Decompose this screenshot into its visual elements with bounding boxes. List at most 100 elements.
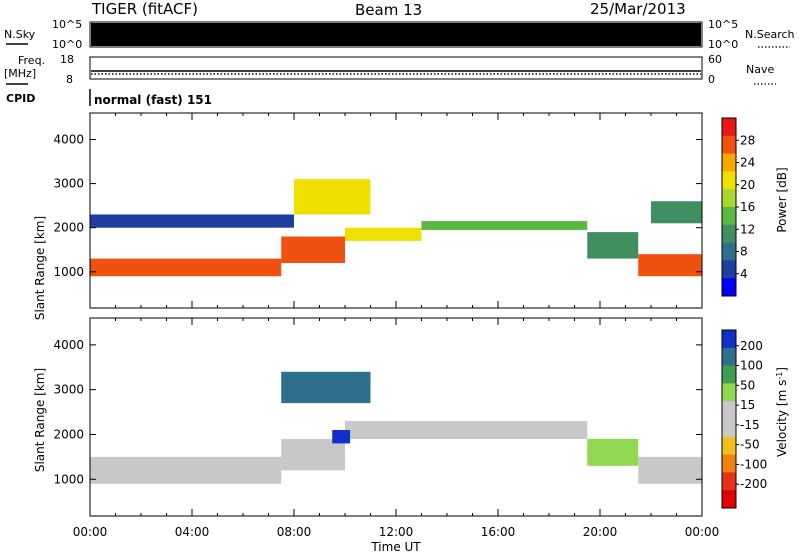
power-heatmap [90, 179, 702, 277]
nsky-panel-frame [89, 21, 703, 48]
velocity-colorbar-seg-3 [722, 383, 736, 402]
power-colorbar-seg-6 [722, 224, 736, 244]
nave-right-tick-bottom: 0 [708, 73, 715, 86]
velocity-colorbar-seg-9 [722, 490, 736, 509]
freq-label: Freq. [18, 54, 45, 67]
velocity-axes: 1000 2000 3000 4000 [53, 318, 703, 516]
freq-unit-label: [MHz] [4, 67, 36, 80]
nsky-data-band [91, 23, 701, 46]
cpid-value: normal (fast) 151 [94, 93, 212, 107]
power-band-1 [281, 236, 345, 263]
velocity-colorbar-tick-label-7: -200 [740, 477, 767, 491]
velocity-band-3 [332, 429, 351, 444]
velocity-ylabel: Slant Range [km] [33, 368, 47, 472]
nsky-left-tick-bottom: 10^0 [52, 38, 82, 51]
velocity-colorbar-tick-label-4: -15 [740, 418, 760, 432]
power-colorbar-seg-9 [722, 278, 736, 297]
velocity-colorbar-tick-label-5: -50 [740, 438, 760, 452]
velocity-colorbar-tick-label-2: 50 [740, 378, 755, 392]
power-colorbar-seg-0 [722, 118, 736, 137]
velocity-colorbar-label: Velocity [m s-1] [775, 367, 789, 457]
velocity-panel-frame [89, 317, 703, 517]
power-axes: 1000 2000 3000 4000 [53, 113, 703, 308]
power-colorbar-tick-label-0: 4 [740, 267, 748, 281]
velocity-colorbar-seg-7 [722, 454, 736, 473]
velocity-colorbar: 200 100 50 15 -15 -50 -100 -200 [721, 329, 767, 509]
power-colorbar: 4 8 12 16 20 24 28 [721, 117, 755, 297]
time-tick-label-6: 00:00 [685, 525, 720, 539]
velocity-ytick-label-3: 4000 [53, 338, 84, 352]
power-ytick-label-2: 3000 [53, 177, 84, 191]
velocity-band-1 [281, 438, 345, 471]
power-band-5 [638, 254, 702, 277]
velocity-band-6 [638, 456, 702, 484]
power-ytick-label-0: 1000 [53, 265, 84, 279]
power-colorbar-seg-7 [722, 242, 736, 261]
velocity-colorbar-seg-6 [722, 436, 736, 456]
power-colorbar-tick-label-4: 20 [740, 178, 755, 192]
velocity-colorbar-tick-label-3: 15 [740, 398, 755, 412]
time-tick-label-2: 08:00 [277, 525, 312, 539]
velocity-colorbar-tick-label-1: 100 [740, 359, 763, 373]
power-colorbar-seg-1 [722, 135, 736, 155]
velocity-colorbar-tick-label-6: -100 [740, 457, 767, 471]
nsky-label: N.Sky [4, 28, 36, 41]
velocity-ytick-label-2: 3000 [53, 383, 84, 397]
velocity-ytick-label-1: 2000 [53, 427, 84, 441]
power-colorbar-tick-label-2: 12 [740, 222, 755, 236]
nsearch-right-tick-bottom: 10^0 [708, 38, 738, 51]
velocity-band-5 [587, 438, 639, 466]
nave-right-tick-top: 60 [708, 53, 722, 66]
velocity-heatmap [90, 371, 702, 484]
velocity-colorbar-seg-8 [722, 472, 736, 491]
freq-left-tick-bottom: 8 [66, 73, 73, 86]
power-band-4 [587, 232, 639, 259]
power-colorbar-tick-label-6: 28 [740, 133, 755, 147]
power-colorbar-seg-8 [722, 260, 736, 279]
freq-panel-frame [89, 56, 703, 80]
power-colorbar-seg-3 [722, 171, 736, 190]
nsearch-right-tick-top: 10^5 [708, 18, 738, 31]
nave-label: Nave [746, 63, 774, 76]
power-colorbar-seg-5 [722, 207, 736, 226]
freq-left-tick-top: 18 [60, 53, 74, 66]
time-axis: 00:00 04:00 08:00 12:00 16:00 20:00 00:00 [73, 525, 720, 539]
date-label: 25/Mar/2013 [590, 0, 686, 18]
time-axis-label: Time UT [370, 540, 421, 554]
velocity-band-2 [345, 421, 588, 439]
power-ytick-label-3: 4000 [53, 132, 84, 146]
velocity-band-4 [281, 371, 371, 404]
velocity-ytick-label-0: 1000 [53, 472, 84, 486]
power-ytick-label-1: 2000 [53, 221, 84, 235]
velocity-colorbar-seg-1 [722, 347, 736, 367]
velocity-colorbar-frame [721, 329, 737, 509]
time-tick-label-1: 04:00 [175, 525, 210, 539]
power-colorbar-tick-label-3: 16 [740, 200, 755, 214]
power-colorbar-tick-label-5: 24 [740, 156, 755, 170]
power-colorbar-tick-label-1: 8 [740, 245, 748, 259]
cpid-label: CPID [6, 92, 35, 105]
time-tick-label-0: 00:00 [73, 525, 108, 539]
nsearch-label: N.Search [745, 28, 795, 41]
plot-title: TIGER (fitACF) [91, 0, 198, 18]
time-tick-label-3: 12:00 [379, 525, 414, 539]
power-band-3 [421, 221, 588, 230]
velocity-colorbar-seg-0 [722, 330, 736, 349]
power-band-0 [90, 258, 282, 277]
velocity-colorbar-tick-label-0: 200 [740, 339, 763, 353]
velocity-colorbar-seg-4 [722, 401, 736, 420]
beam-label: Beam 13 [355, 1, 422, 19]
velocity-colorbar-seg-2 [722, 365, 736, 384]
power-band-2 [345, 227, 422, 241]
power-panel-frame [89, 112, 703, 309]
power-band-6 [90, 214, 294, 228]
power-colorbar-seg-4 [722, 189, 736, 208]
power-colorbar-seg-2 [722, 153, 736, 172]
power-ylabel: Slant Range [km] [33, 216, 47, 320]
power-band-8 [651, 201, 702, 224]
nsky-left-tick-top: 10^5 [52, 18, 82, 31]
power-band-7 [294, 179, 371, 215]
velocity-colorbar-seg-5 [722, 419, 736, 438]
time-tick-label-5: 20:00 [583, 525, 618, 539]
